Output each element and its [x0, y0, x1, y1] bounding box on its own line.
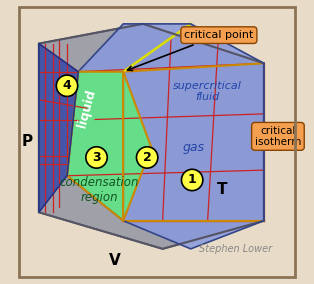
Polygon shape	[39, 43, 78, 212]
Text: critical point: critical point	[127, 30, 254, 70]
Polygon shape	[67, 72, 151, 221]
Text: T: T	[216, 182, 227, 197]
Circle shape	[181, 169, 203, 191]
Polygon shape	[39, 24, 264, 249]
Text: 1: 1	[188, 174, 197, 187]
Circle shape	[137, 147, 158, 168]
Text: 4: 4	[62, 79, 71, 92]
Text: P: P	[22, 135, 33, 149]
Text: liquid: liquid	[75, 88, 98, 129]
Text: supercritical
fluid: supercritical fluid	[173, 81, 242, 102]
Text: 2: 2	[143, 151, 152, 164]
Text: gas: gas	[182, 141, 204, 154]
Text: 3: 3	[92, 151, 101, 164]
Circle shape	[56, 75, 78, 97]
Text: Stephen Lower: Stephen Lower	[199, 244, 272, 254]
Circle shape	[86, 147, 107, 168]
Text: critical
isotherm: critical isotherm	[255, 126, 301, 147]
Text: V: V	[109, 252, 121, 268]
Polygon shape	[67, 24, 264, 249]
Text: condensation
region: condensation region	[60, 176, 139, 204]
